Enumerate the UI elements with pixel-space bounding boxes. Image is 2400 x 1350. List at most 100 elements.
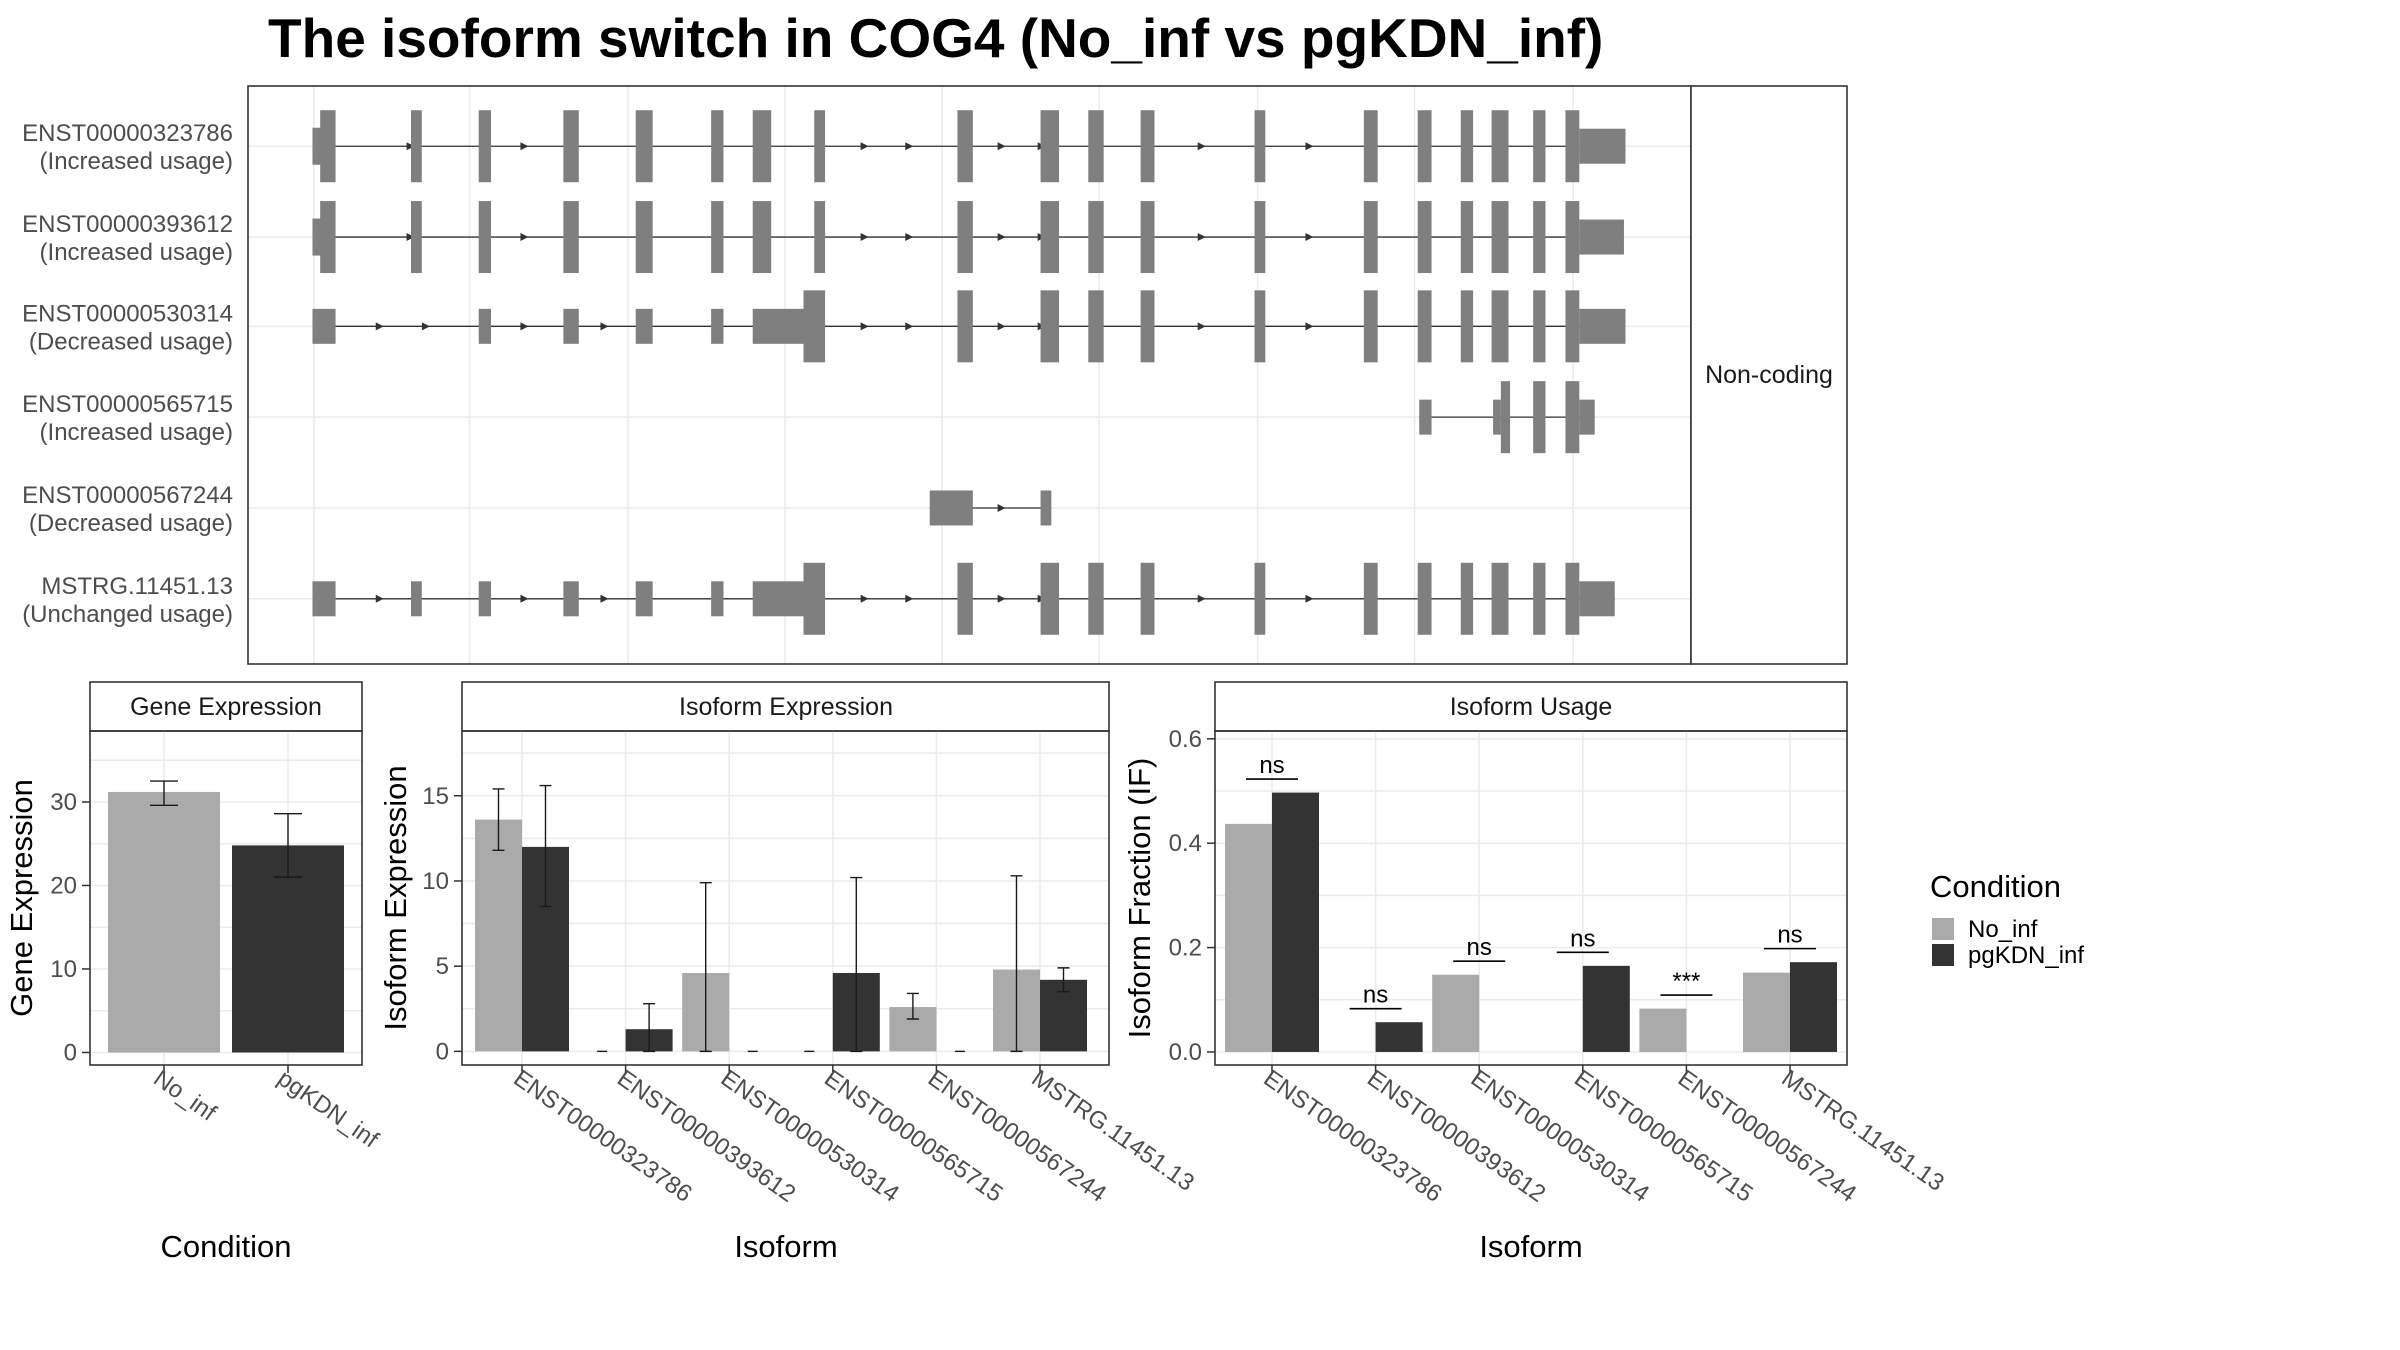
significance-label: ***: [1672, 968, 1700, 995]
error-bar: [643, 1002, 656, 1053]
exon: [1040, 490, 1052, 526]
x-tick-label: ENST00000567244: [1673, 1065, 1861, 1208]
strand-arrow: [1197, 594, 1206, 603]
isoform-usage-panel-border: [1214, 730, 1848, 1066]
significance-label: ns: [1777, 922, 1802, 949]
bar-no-inf: [108, 791, 220, 1053]
exon: [803, 562, 826, 635]
isoform-expression-panel: Isoform Expression 0 5 10 15 ENST00000323786…: [378, 681, 1199, 1264]
transcript-id-label: ENST00000567244: [22, 482, 233, 509]
legend: Condition No_inf pgKDN_inf: [1930, 869, 2084, 969]
exon: [635, 581, 653, 617]
exon: [929, 490, 973, 526]
exon: [635, 308, 653, 344]
exon: [1254, 201, 1266, 274]
strand-arrow: [600, 322, 609, 331]
exon: [563, 110, 579, 183]
figure-title: The isoform switch in COG4 (No_inf vs pg…: [268, 7, 1603, 69]
gene-expression-xlabel: Condition: [161, 1229, 292, 1264]
error-bar: [539, 784, 552, 908]
strand-arrow: [860, 322, 869, 331]
bar-pgkdn-inf: [232, 845, 344, 1053]
exon: [1460, 562, 1474, 635]
significance-label: ns: [1467, 934, 1492, 961]
exon: [478, 110, 492, 183]
strand-arrow: [375, 594, 384, 603]
isoform-usage-bars: ns ns ns ns *** ns: [1225, 752, 1837, 1052]
strand-arrow: [406, 233, 415, 242]
transcript-enst00000393612: [312, 201, 1624, 274]
y-tick-label: 30: [50, 789, 77, 816]
exon: [1493, 399, 1501, 435]
exon: [312, 308, 336, 344]
transcript-enst00000323786: [312, 110, 1626, 183]
legend-swatch-pgkdn-inf: [1932, 944, 1954, 966]
transcript-id-label: MSTRG.11451.13: [41, 573, 233, 600]
transcript-enst00000567244: [929, 490, 1052, 526]
y-tick-label: 0.4: [1169, 830, 1202, 857]
exon: [1040, 290, 1060, 363]
gene-expression-strip: [89, 681, 363, 732]
strand-arrow: [600, 594, 609, 603]
exon: [1579, 399, 1595, 435]
exon: [1565, 201, 1580, 274]
exon: [1419, 399, 1432, 435]
y-tick-label: 0.2: [1169, 935, 1202, 962]
exon: [1040, 110, 1060, 183]
strand-arrow: [1305, 142, 1314, 151]
exon: [1533, 562, 1546, 635]
strand-arrow: [375, 322, 384, 331]
strand-arrow: [421, 322, 430, 331]
significance-label: ns: [1259, 752, 1284, 779]
strand-arrow: [997, 233, 1006, 242]
strand-arrow: [406, 142, 415, 151]
exon: [1565, 381, 1580, 454]
x-tick-label: ENST00000323786: [1259, 1065, 1447, 1208]
exon: [1533, 381, 1546, 454]
exon: [1533, 290, 1546, 363]
transcript-structure-panel: Non-coding ENST00000323786(Increased usa…: [22, 85, 1848, 665]
strand-arrow: [520, 594, 529, 603]
exon: [803, 290, 826, 363]
exon: [1579, 219, 1624, 255]
error-bar: [906, 992, 919, 1020]
exon: [1565, 110, 1580, 183]
error-bar: [699, 881, 712, 1053]
y-tick-label: 15: [422, 783, 449, 810]
y-tick-label: 0.6: [1169, 726, 1202, 753]
exon: [1254, 562, 1266, 635]
bar-pgkdn-inf-mstrg-11451-13: [1790, 962, 1837, 1052]
transcript-id-label: ENST00000393612: [22, 211, 233, 238]
exon: [1417, 201, 1432, 274]
exon: [1363, 201, 1378, 274]
exon: [1565, 562, 1580, 635]
strand-arrow: [905, 322, 914, 331]
isoform-expression-xlabel: Isoform: [734, 1229, 837, 1264]
exon: [1088, 201, 1104, 274]
isoform-expression-bars: [475, 784, 1087, 1053]
exon: [1417, 562, 1432, 635]
exon: [752, 201, 772, 274]
exon: [1088, 290, 1104, 363]
isoform-expression-strip-label: Isoform Expression: [679, 693, 893, 721]
exon: [957, 201, 973, 274]
isoform-usage-ylabel: Isoform Fraction (IF): [1122, 758, 1157, 1039]
bar-pgkdn-inf-enst00000323786: [1272, 792, 1319, 1052]
exon: [1460, 290, 1474, 363]
legend-swatch-no-inf: [1932, 918, 1954, 940]
exon: [1579, 581, 1615, 617]
bar-pgkdn-inf-enst00000565715: [1582, 965, 1630, 1052]
strand-arrow: [1305, 594, 1314, 603]
exon: [410, 581, 422, 617]
x-tick-label: pgKDN_inf: [273, 1065, 384, 1154]
legend-label-no-inf: No_inf: [1968, 916, 2038, 943]
x-tick-label: No_inf: [149, 1065, 222, 1127]
exon: [1460, 110, 1474, 183]
exon: [312, 581, 336, 617]
exon: [752, 581, 804, 617]
gene-expression-strip-label: Gene Expression: [130, 693, 322, 721]
strand-arrow: [997, 142, 1006, 151]
bar-no-inf-mstrg-11451-13: [1743, 972, 1790, 1052]
strand-arrow: [1305, 322, 1314, 331]
y-tick-label: 0.0: [1169, 1039, 1202, 1066]
